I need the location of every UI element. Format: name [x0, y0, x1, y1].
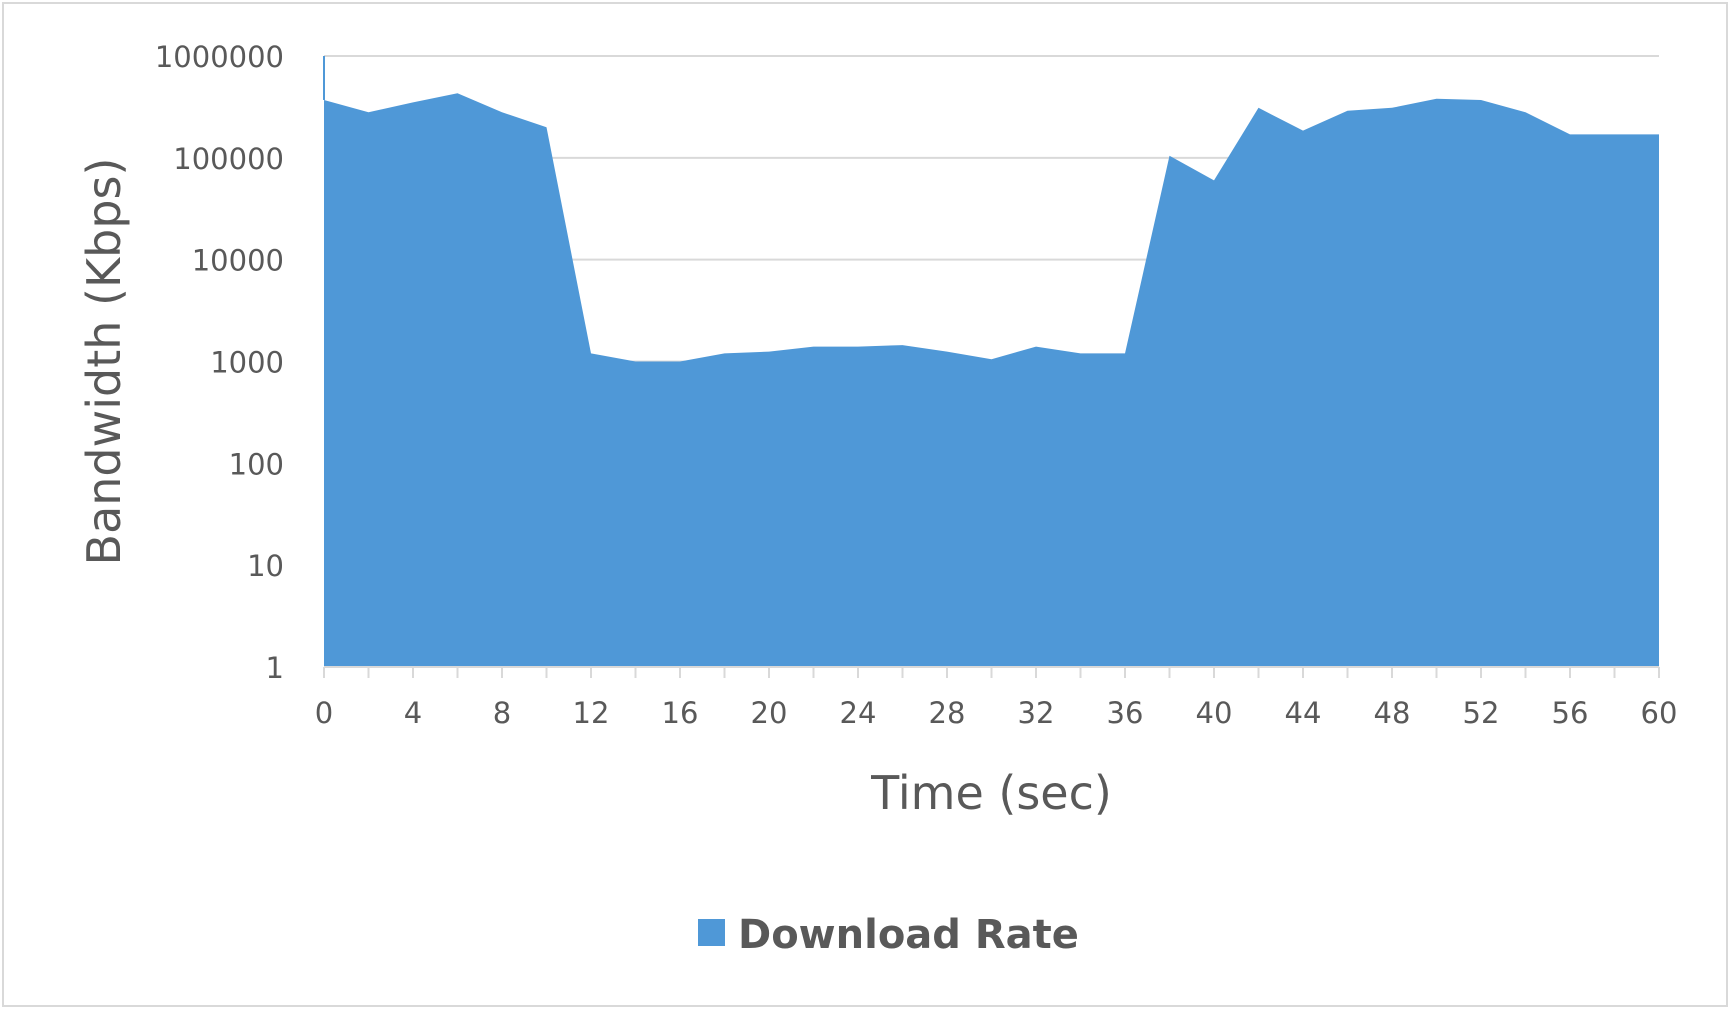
- x-tick-label: 36: [1107, 696, 1144, 730]
- x-tick-label: 48: [1374, 696, 1411, 730]
- x-tick-label: 8: [493, 696, 511, 730]
- y-tick-label: 10: [247, 549, 284, 583]
- series-area: [323, 56, 1659, 668]
- area-download-rate: [324, 93, 1659, 668]
- x-tick-label: 40: [1196, 696, 1233, 730]
- x-axis-labels: 0 4 8 12 16 20 24 28 32 36 40 44 48 52 56 60: [315, 696, 1678, 730]
- x-tick-label: 56: [1552, 696, 1589, 730]
- x-tick-label: 20: [751, 696, 788, 730]
- x-axis: [323, 666, 1660, 678]
- y-axis: 1 10 100 1000 10000 100000 1000000: [155, 40, 284, 685]
- x-tick-label: 32: [1018, 696, 1055, 730]
- x-tick-label: 0: [315, 696, 333, 730]
- legend-swatch-download-rate: [698, 919, 725, 946]
- y-tick-label: 1: [266, 651, 284, 685]
- y-tick-label: 100000: [173, 142, 284, 176]
- x-tick-label: 4: [404, 696, 422, 730]
- x-tick-label: 12: [573, 696, 610, 730]
- x-tick-label: 44: [1285, 696, 1322, 730]
- x-tick-label: 60: [1641, 696, 1678, 730]
- x-tick-label: 52: [1463, 696, 1500, 730]
- y-axis-title: Bandwidth (Kbps): [77, 158, 131, 566]
- y-tick-label: 1000: [210, 346, 284, 380]
- y-tick-label: 1000000: [155, 40, 284, 74]
- x-axis-title: Time (sec): [870, 766, 1112, 820]
- legend: Download Rate: [698, 912, 1079, 958]
- y-tick-label: 100: [229, 447, 284, 481]
- x-tick-label: 28: [929, 696, 966, 730]
- x-tick-label: 24: [840, 696, 877, 730]
- y-tick-label: 10000: [192, 244, 284, 278]
- legend-label-download-rate: Download Rate: [738, 912, 1079, 958]
- x-tick-label: 16: [662, 696, 699, 730]
